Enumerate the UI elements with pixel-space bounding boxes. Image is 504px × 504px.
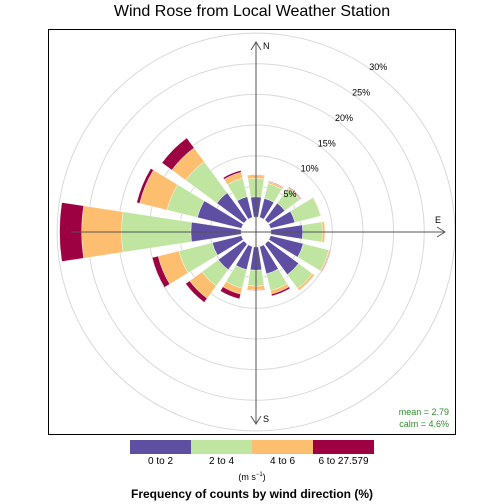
legend-swatch-4 — [313, 440, 374, 454]
rose-segment-nw-bin4 — [161, 137, 195, 171]
radial-tick-label: 15% — [318, 138, 336, 148]
legend-swatch-3 — [252, 440, 313, 454]
compass-label-e: E — [435, 215, 441, 225]
mean-stat: mean = 2.79 — [398, 407, 449, 417]
rose-segment-se-bin3 — [297, 273, 315, 291]
wind-rose-plot: N E S 5% 10% 15% 20% 25% 30% — [56, 32, 455, 432]
rose-segment-nne-bin4 — [268, 180, 284, 188]
legend-header: Frequency of counts by wind direction (%… — [130, 487, 373, 501]
radial-tick-label: 30% — [369, 62, 387, 72]
legend-label-2: 2 to 4 — [208, 456, 235, 467]
grid-circle — [56, 32, 455, 432]
legend-label-1: 0 to 2 — [147, 456, 174, 467]
legend-swatch-1 — [130, 440, 191, 454]
east-arrow-icon — [436, 226, 446, 238]
radial-tick-label: 5% — [284, 189, 297, 199]
radial-tick-label: 20% — [335, 113, 353, 123]
rose-segment-nnw-bin4 — [222, 170, 242, 180]
legend-label-4: 6 to 27.579 — [318, 456, 369, 467]
plot-panel: N E S 5% 10% 15% 20% 25% 30% mean = 2.79 calm = … — [48, 29, 456, 435]
rose-segment-ese-bin4 — [321, 250, 331, 273]
radial-tick-label: 25% — [352, 88, 370, 98]
compass-label-s: S — [263, 414, 269, 424]
rose-segment-sse-bin4 — [271, 286, 291, 297]
legend-swatch-2 — [191, 440, 252, 454]
rose-segment-wsw-bin4 — [151, 255, 170, 288]
rose-segment-ssw-bin4 — [220, 286, 241, 300]
north-arrow-icon — [250, 41, 262, 51]
units-label: (m s−1) — [238, 472, 266, 482]
rose-segment-wnw-bin4 — [136, 168, 154, 204]
rose-segment-ene-bin3 — [312, 197, 322, 217]
rose-segment-ne-bin4 — [288, 186, 302, 200]
speed-legend — [130, 440, 374, 454]
rose-segment-s-bin4 — [246, 289, 266, 291]
calm-stat: calm = 4.6% — [399, 419, 449, 429]
legend-label-3: 4 to 6 — [269, 456, 296, 467]
compass-label-n: N — [263, 41, 270, 51]
chart-title: Wind Rose from Local Weather Station — [113, 3, 391, 20]
stats-box: mean = 2.79 calm = 4.6% — [399, 406, 449, 430]
rose-segment-n-bin4 — [247, 174, 265, 177]
speed-legend-labels: 0 to 2 2 to 4 4 to 6 6 to 27.579 — [130, 456, 374, 467]
radial-tick-label: 10% — [301, 164, 319, 174]
rose-segment-sw-bin4 — [185, 280, 208, 303]
south-arrow-icon — [250, 415, 262, 425]
